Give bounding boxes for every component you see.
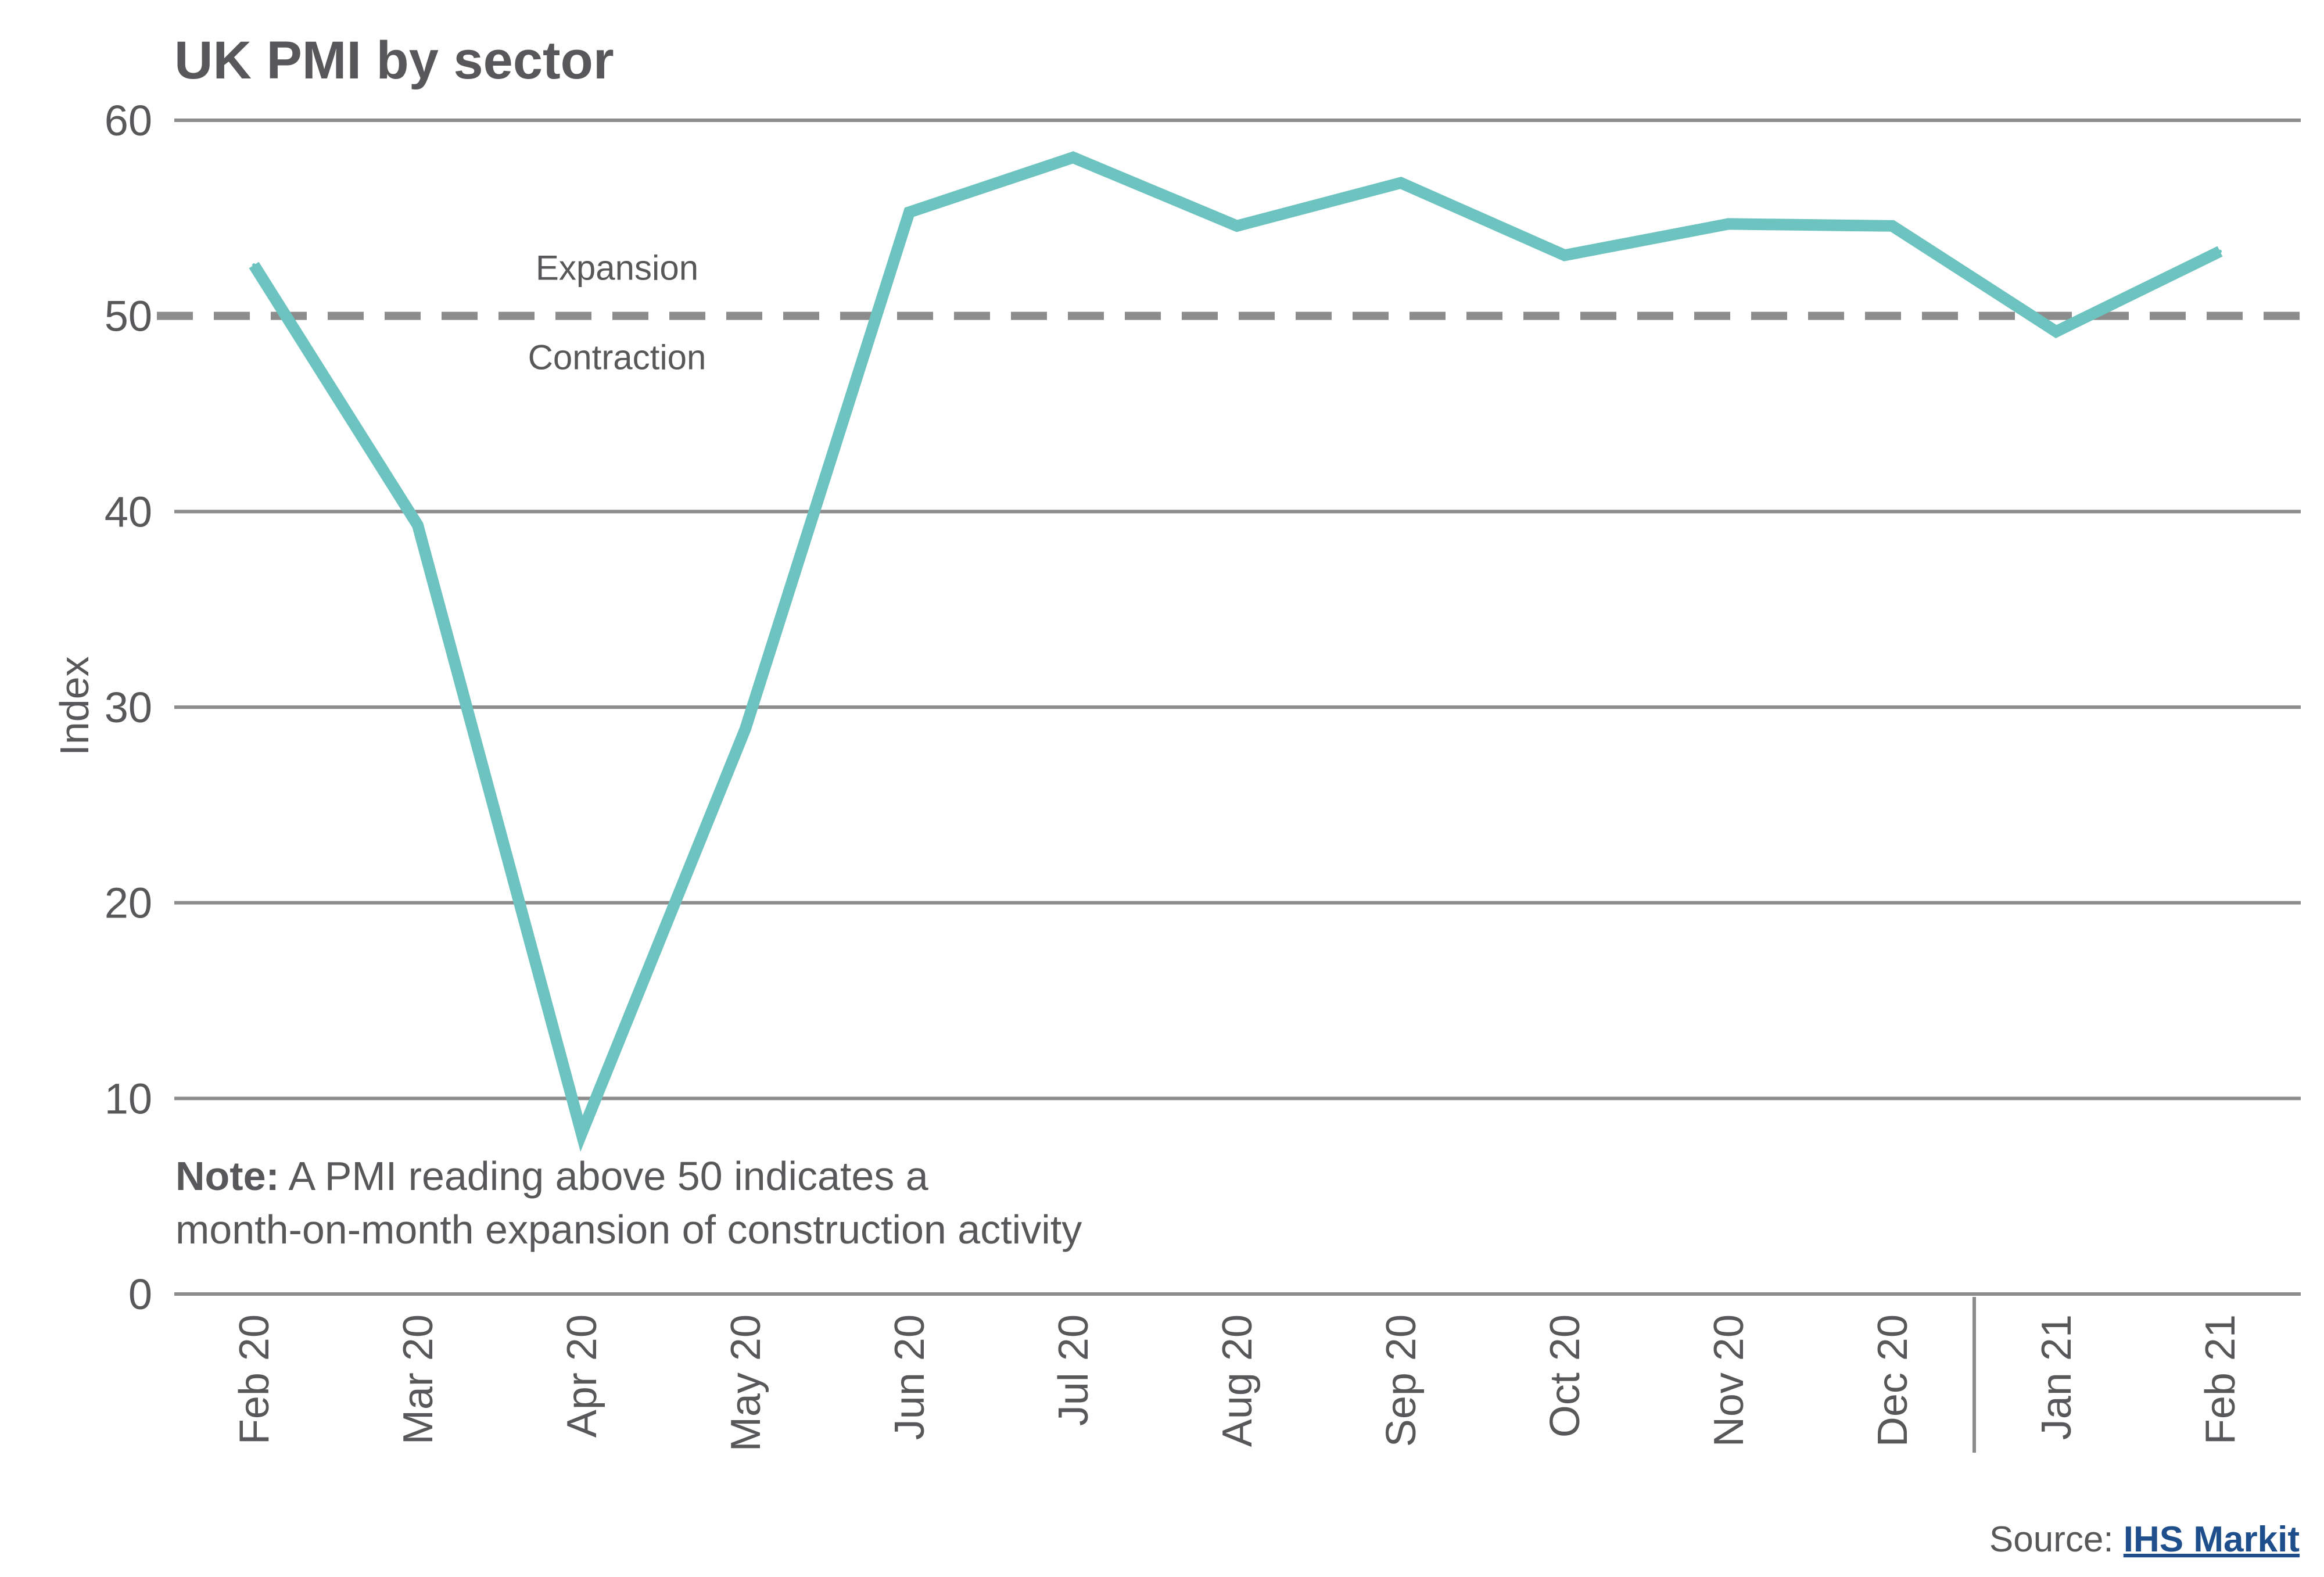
x-axis-ticks: Feb 20 Mar 20 Apr 20 May 20 Jun 20 Jul 20 Aug … [231,1314,2244,1451]
series-line-0 [249,151,2223,1152]
data-point [1235,224,1239,228]
gridlines [174,119,2301,1296]
y-axis-ticks: 0 10 20 30 40 50 60 [105,96,152,1318]
data-point [744,727,747,731]
data-point [416,523,419,527]
y-tick-label: 20 [105,879,152,927]
y-tick-label: 0 [128,1270,152,1318]
y-tick-label: 60 [105,96,152,145]
data-point [580,1131,583,1135]
note-line-2: month-on-month expansion of construction… [175,1207,1082,1252]
note-bold-label: Note: [175,1153,279,1199]
data-point [252,263,256,267]
data-point [908,210,911,214]
y-tick-label: 30 [105,683,152,732]
data-point [1891,224,1894,228]
note-line-1: Note: A PMI reading above 50 indicates a [175,1153,928,1199]
y-tick-label: 40 [105,488,152,536]
chart-title: UK PMI by sector [174,31,614,90]
x-tick-label: Jan 21 [2033,1314,2080,1440]
note-text-1: A PMI reading above 50 indicates a [279,1153,928,1199]
x-tick-label: Dec 20 [1870,1314,1916,1447]
source-prefix: Source: [1989,1519,2124,1560]
data-point [2218,249,2222,253]
x-tick-label: Jul 20 [1050,1314,1097,1426]
contraction-label: Contraction [528,338,706,377]
source-link[interactable]: IHS Markit [2124,1519,2300,1560]
x-tick-label: Aug 20 [1214,1314,1261,1447]
expansion-label: Expansion [536,249,698,288]
x-tick-label: Feb 20 [231,1314,278,1445]
y-tick-label: 50 [105,292,152,341]
x-tick-label: Nov 20 [1706,1314,1752,1447]
x-tick-label: Oct 20 [1542,1314,1588,1438]
y-axis-label: Index [52,656,97,755]
x-tick-label: Apr 20 [559,1314,605,1438]
x-tick-label: Sep 20 [1378,1314,1425,1447]
x-tick-label: Mar 20 [395,1314,442,1445]
x-tick-label: Feb 21 [2197,1314,2244,1445]
source-line: Source: IHS Markit [1989,1519,2300,1560]
x-tick-label: May 20 [723,1314,769,1451]
data-point [1399,181,1403,185]
y-tick-label: 10 [105,1074,152,1123]
data-point [2054,329,2058,334]
data-point [1071,155,1075,159]
series-layer [249,151,2223,1152]
data-point [1563,253,1566,257]
x-tick-label: Jun 20 [887,1314,933,1440]
data-point [1727,222,1730,226]
